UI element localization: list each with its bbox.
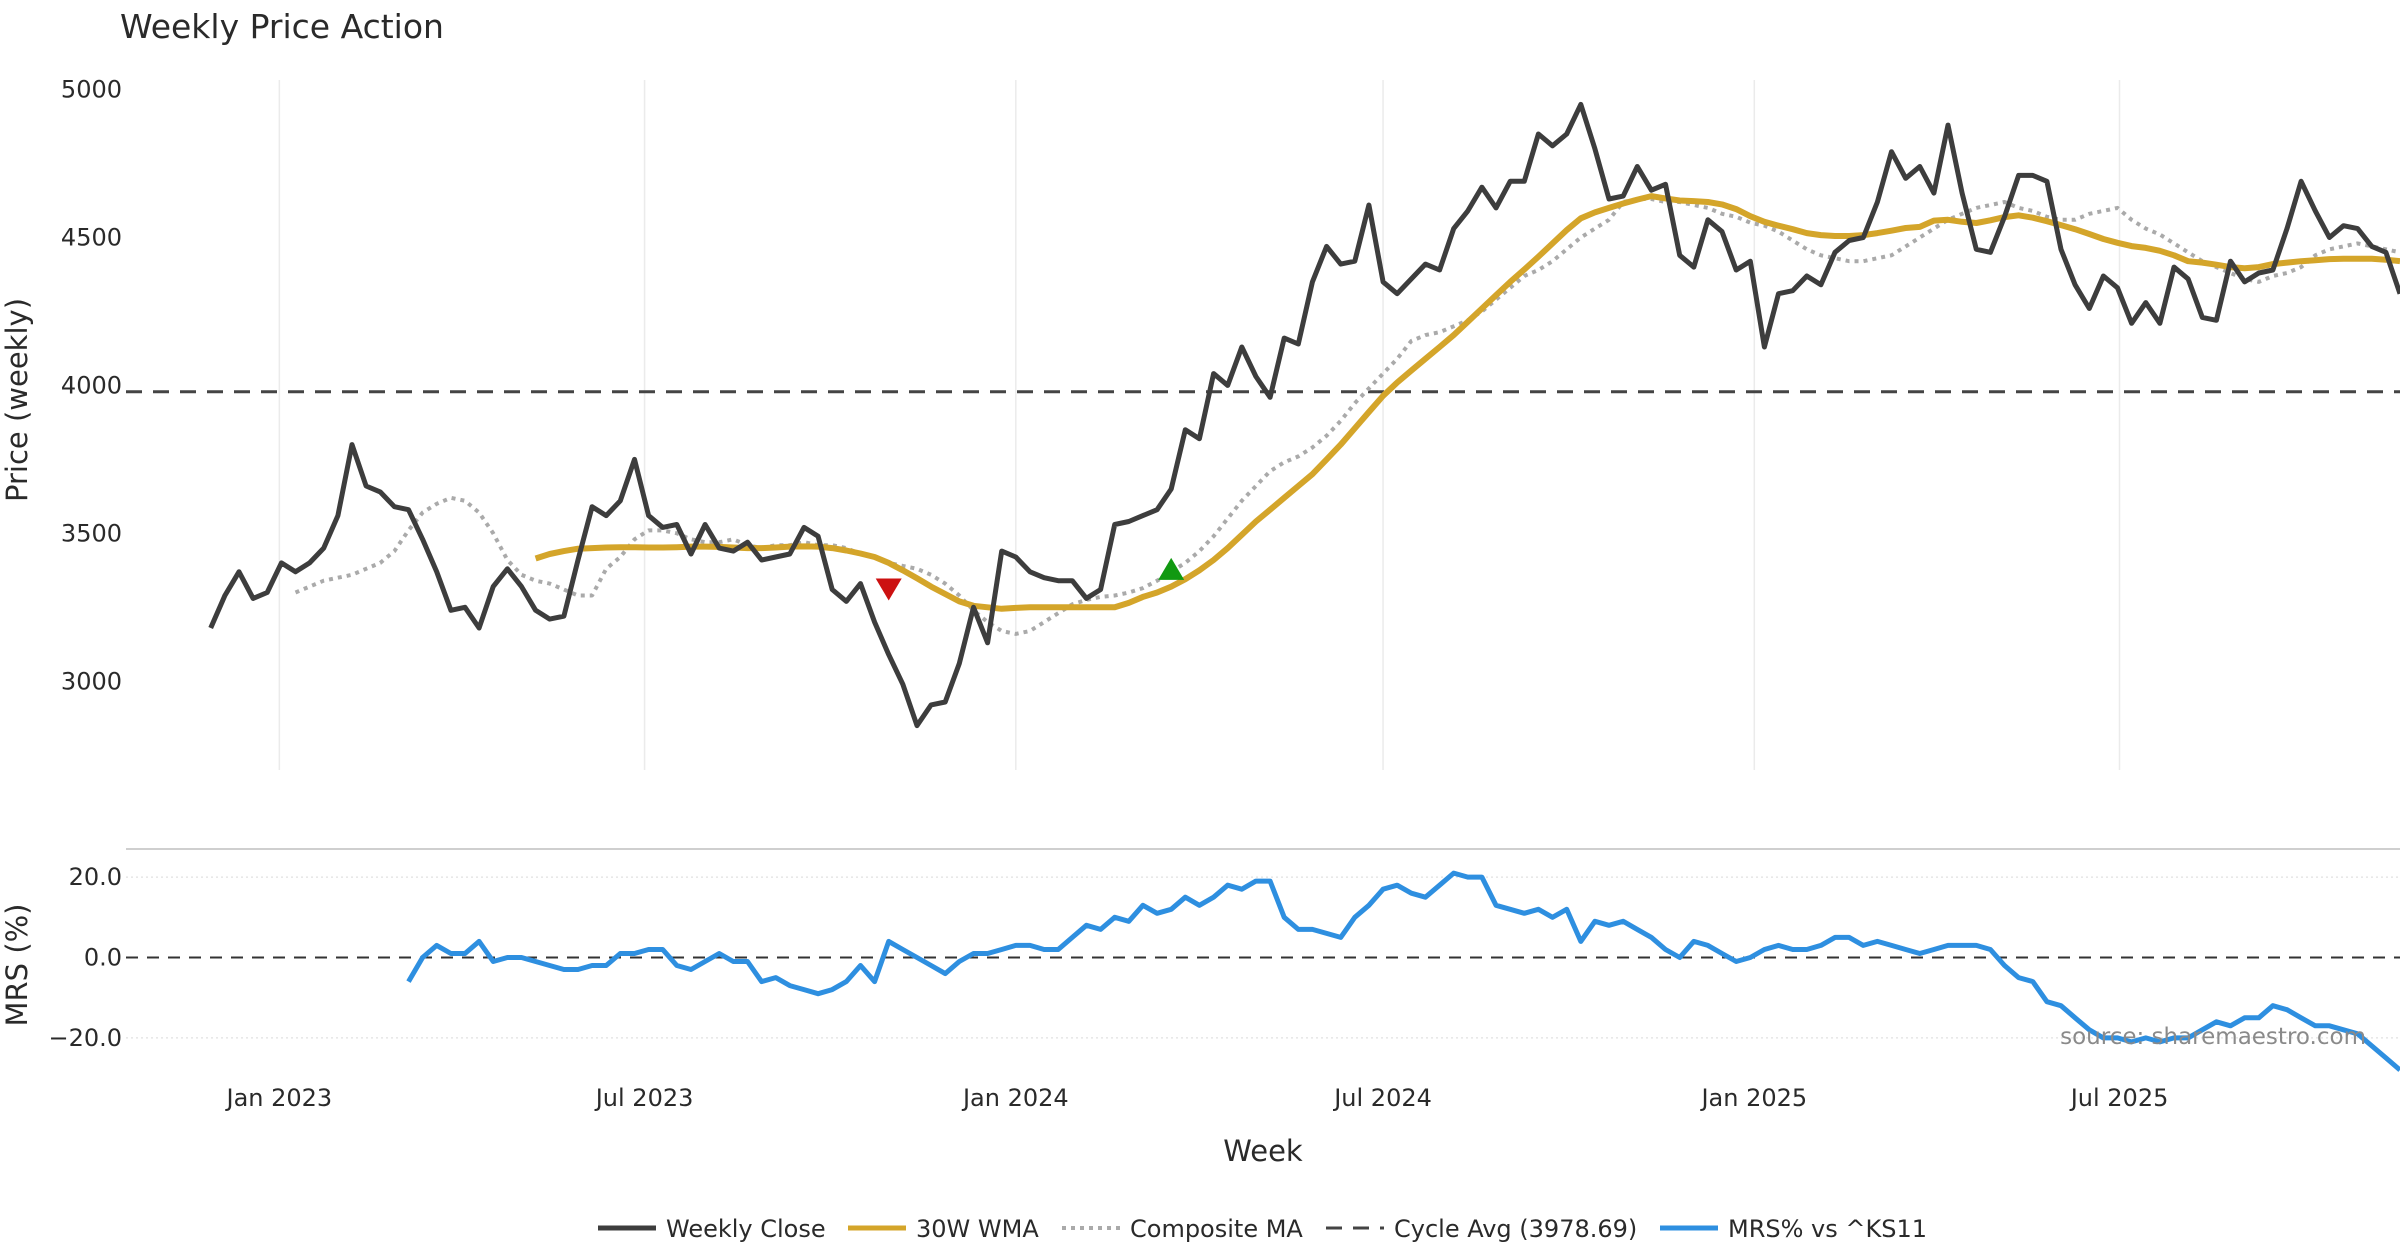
x-axis-label: Week [1223,1134,1303,1168]
price-y-axis-label: Price (weekly) [0,298,34,502]
x-tick-label: Jul 2024 [1332,1084,1432,1112]
mrs-y-tick-labels: 20.0 0.0 −20.0 [48,863,122,1052]
price-y-tick-label: 3000 [61,667,122,695]
signal-markers [875,557,1185,601]
price-y-tick-label: 4000 [61,371,122,399]
mrs-gridlines [126,876,2400,1039]
price-y-tick-label: 3500 [61,519,122,547]
legend-item-weekly-close: Weekly Close [598,1215,826,1243]
x-tick-label: Jul 2023 [594,1084,694,1112]
price-y-tick-label: 5000 [61,76,122,104]
legend: Weekly Close 30W WMA Composite MA Cycle … [598,1215,1927,1243]
x-tick-label: Jan 2024 [961,1084,1069,1112]
wma-30w-line [534,193,2400,612]
x-tick-label: Jul 2025 [2069,1084,2169,1112]
mrs-line [406,870,2400,1072]
legend-item-mrs: MRS% vs ^KS11 [1660,1215,1927,1243]
x-tick-label: Jan 2025 [1699,1084,1807,1112]
price-y-tick-label: 4500 [61,224,122,252]
svg-text:30W WMA: 30W WMA [916,1215,1039,1243]
mrs-panel: 20.0 0.0 −20.0 [48,848,2400,1072]
sell-signal-marker [875,578,902,601]
price-gridlines [278,80,2121,770]
source-note: source: sharemaestro.com [2060,1024,2366,1050]
chart-title: Weekly Price Action [120,7,444,46]
mrs-y-axis-label: MRS (%) [0,904,34,1027]
svg-text:Weekly Close: Weekly Close [666,1215,826,1243]
svg-text:Composite MA: Composite MA [1130,1215,1303,1243]
svg-text:Cycle Avg (3978.69): Cycle Avg (3978.69) [1394,1215,1637,1243]
mrs-y-tick-label: 0.0 [84,943,122,971]
weekly-close-line [208,101,2400,729]
x-tick-label: Jan 2023 [224,1084,332,1112]
svg-text:MRS% vs ^KS11: MRS% vs ^KS11 [1728,1215,1927,1243]
x-tick-labels: Jan 2023 Jul 2023 Jan 2024 Jul 2024 Jan 2025… [224,1084,2168,1112]
price-panel: 3000 3500 4000 4500 5000 [61,76,2400,770]
buy-signal-marker [1158,557,1185,580]
price-y-tick-labels: 3000 3500 4000 4500 5000 [61,76,122,696]
legend-item-cycle-avg: Cycle Avg (3978.69) [1326,1215,1637,1243]
legend-item-wma: 30W WMA [848,1215,1039,1243]
mrs-y-tick-label: −20.0 [48,1024,122,1052]
mrs-y-tick-label: 20.0 [69,863,122,891]
legend-item-composite-ma: Composite MA [1062,1215,1303,1243]
